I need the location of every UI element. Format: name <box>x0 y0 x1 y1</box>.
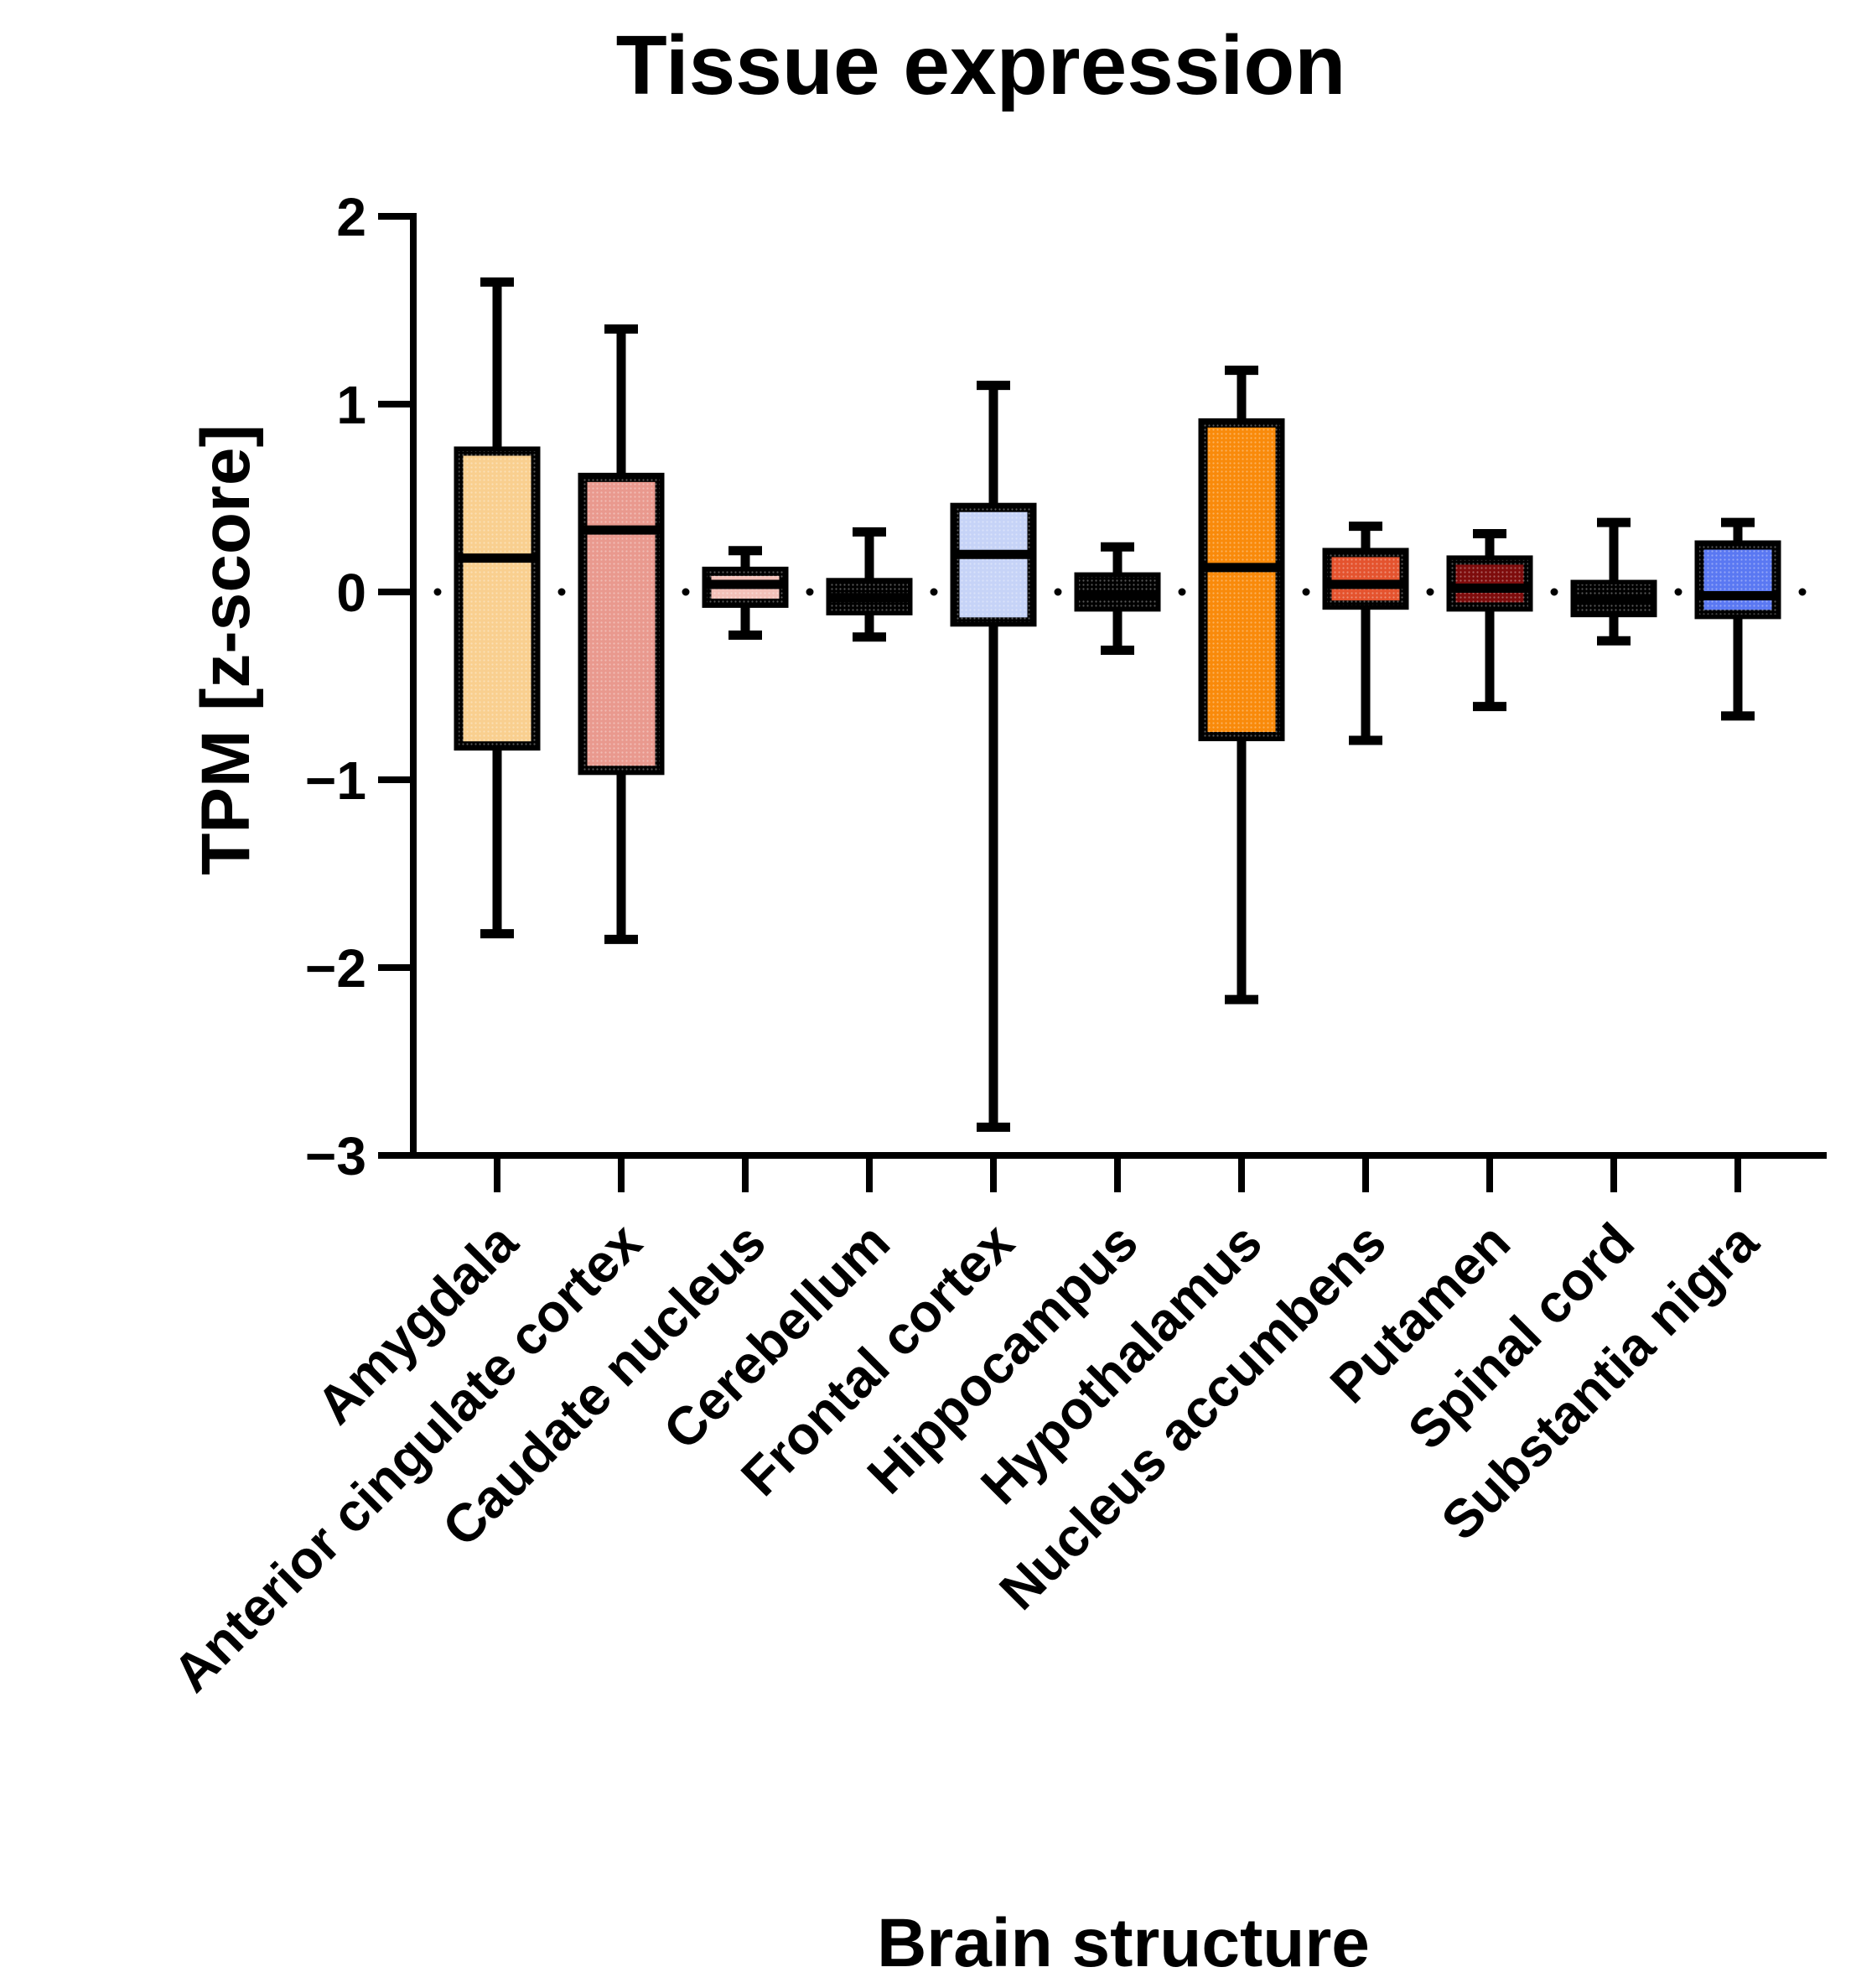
y-axis-title: TPM [z-score] <box>188 424 264 875</box>
box-texture <box>955 507 1032 622</box>
y-tick-label: 1 <box>336 375 366 435</box>
y-tick-label: −2 <box>305 938 366 999</box>
box-texture <box>1203 423 1280 737</box>
y-tick-label: −1 <box>305 750 366 811</box>
x-category-label: Anterior cingulate cortex <box>161 1212 653 1704</box>
y-tick-label: −3 <box>305 1126 366 1186</box>
y-tick-label: 2 <box>336 187 366 247</box>
box-texture <box>583 477 660 771</box>
chart-title: Tissue expression <box>616 18 1346 112</box>
y-tick-label: 0 <box>336 563 366 623</box>
box-texture <box>1699 545 1776 615</box>
box-texture <box>1327 552 1404 605</box>
box-texture <box>459 451 536 746</box>
x-axis-title: Brain structure <box>877 1905 1370 1981</box>
box-texture <box>1451 559 1528 607</box>
